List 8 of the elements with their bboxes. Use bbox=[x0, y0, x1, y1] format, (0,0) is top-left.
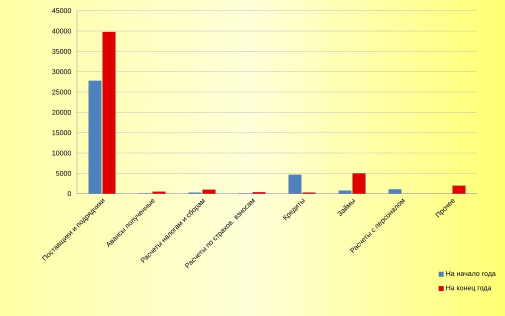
bar bbox=[102, 32, 116, 194]
bar bbox=[352, 173, 366, 194]
bar bbox=[388, 189, 402, 194]
bar bbox=[288, 174, 302, 194]
bar bbox=[338, 190, 352, 194]
bar bbox=[452, 186, 466, 194]
bar bbox=[202, 190, 216, 194]
bar bbox=[88, 80, 102, 194]
